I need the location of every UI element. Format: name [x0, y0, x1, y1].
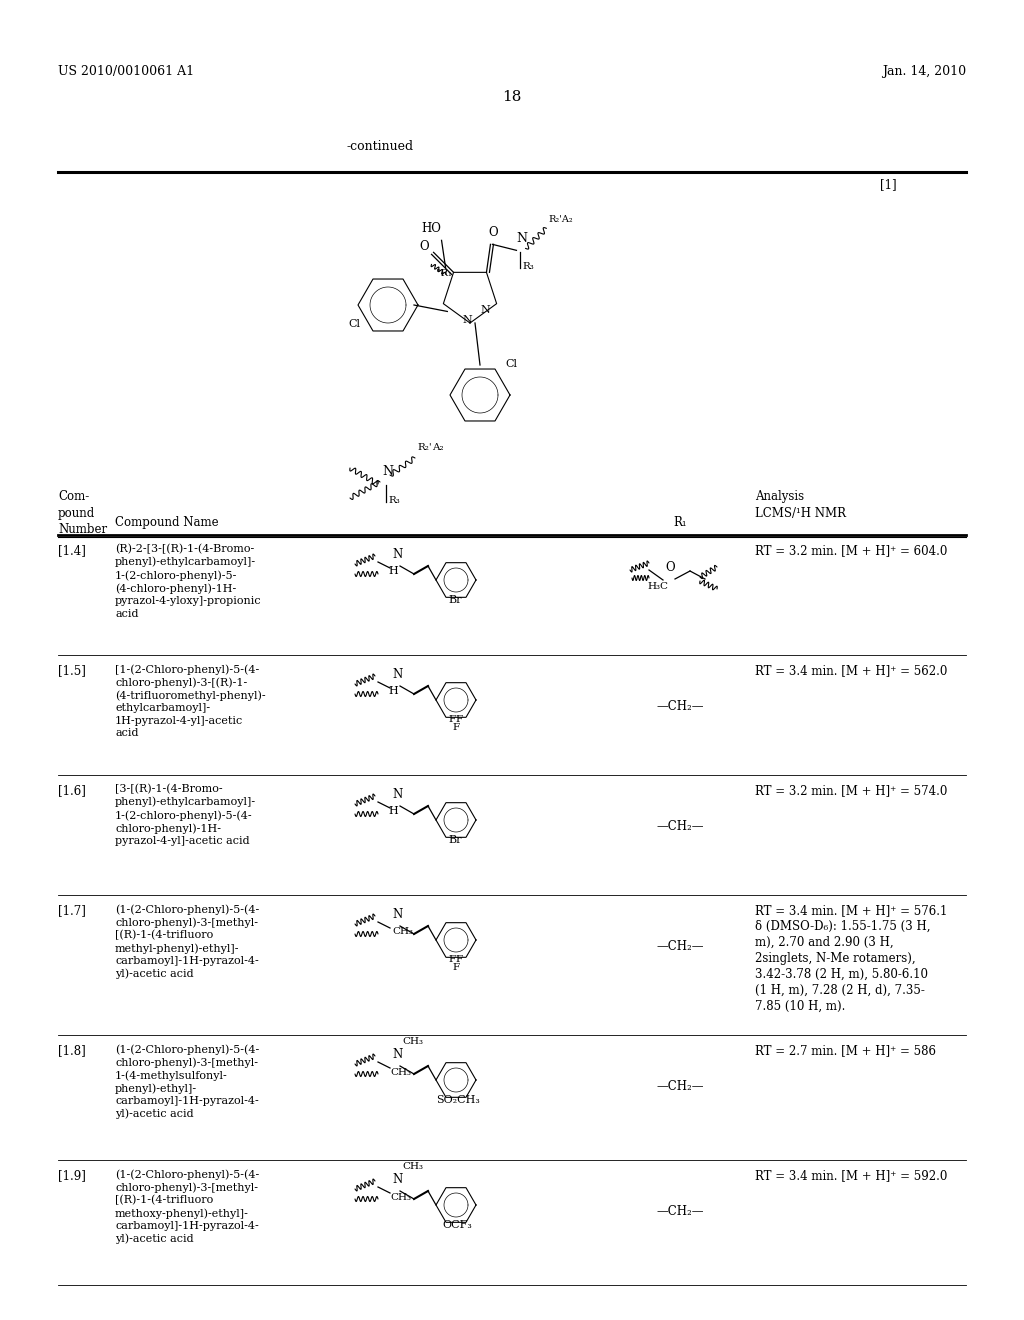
Text: R₂': R₂': [417, 444, 432, 451]
Text: [1-(2-Chloro-phenyl)-5-(4-
chloro-phenyl)-3-[(R)-1-
(4-trifluoromethyl-phenyl)-
: [1-(2-Chloro-phenyl)-5-(4- chloro-phenyl…: [115, 664, 265, 738]
Text: Cl: Cl: [505, 359, 517, 370]
Text: (1-(2-Chloro-phenyl)-5-(4-
chloro-phenyl)-3-[methyl-
[(R)-1-(4-trifluoro
methyl-: (1-(2-Chloro-phenyl)-5-(4- chloro-phenyl…: [115, 904, 259, 979]
Text: A₂: A₂: [432, 444, 443, 451]
Text: O: O: [420, 240, 429, 253]
Text: F: F: [449, 715, 455, 723]
Text: Br: Br: [449, 595, 462, 605]
Text: —CH₂—: —CH₂—: [656, 940, 703, 953]
Text: RT = 3.2 min. [M + H]⁺ = 574.0: RT = 3.2 min. [M + H]⁺ = 574.0: [755, 784, 947, 797]
Text: H: H: [388, 566, 397, 576]
Text: N: N: [382, 465, 393, 478]
Text: H: H: [388, 807, 397, 816]
Text: F: F: [455, 954, 462, 964]
Text: (1-(2-Chloro-phenyl)-5-(4-
chloro-phenyl)-3-[methyl-
1-(4-methylsulfonyl-
phenyl: (1-(2-Chloro-phenyl)-5-(4- chloro-phenyl…: [115, 1044, 259, 1119]
Text: Compound Name: Compound Name: [115, 516, 219, 529]
Text: [1.6]: [1.6]: [58, 784, 86, 797]
Text: Cl: Cl: [348, 319, 360, 329]
Text: 18: 18: [503, 90, 521, 104]
Text: [1.7]: [1.7]: [58, 904, 86, 917]
Text: SO₂CH₃: SO₂CH₃: [436, 1096, 480, 1105]
Text: N: N: [462, 315, 472, 325]
Text: O: O: [665, 561, 675, 574]
Text: CH₃: CH₃: [392, 927, 413, 936]
Text: F: F: [452, 964, 459, 972]
Text: Jan. 14, 2010: Jan. 14, 2010: [882, 65, 966, 78]
Text: US 2010/0010061 A1: US 2010/0010061 A1: [58, 65, 195, 78]
Text: N: N: [392, 908, 402, 921]
Text: R₃: R₃: [388, 496, 399, 506]
Text: [1]: [1]: [880, 178, 897, 191]
Text: O: O: [488, 226, 498, 239]
Text: RT = 3.4 min. [M + H]⁺ = 592.0: RT = 3.4 min. [M + H]⁺ = 592.0: [755, 1170, 947, 1181]
Text: —CH₂—: —CH₂—: [656, 820, 703, 833]
Text: [1.4]: [1.4]: [58, 544, 86, 557]
Text: N: N: [516, 232, 527, 246]
Text: -continued: -continued: [346, 140, 414, 153]
Text: F: F: [449, 954, 455, 964]
Text: N: N: [392, 1173, 402, 1185]
Text: H₃C: H₃C: [647, 582, 668, 591]
Text: Br: Br: [449, 836, 462, 845]
Text: N: N: [480, 305, 489, 315]
Text: CH₃: CH₃: [390, 1193, 411, 1203]
Text: R₁: R₁: [673, 516, 687, 529]
Text: R₂'A₂: R₂'A₂: [549, 215, 573, 224]
Text: (1-(2-Chloro-phenyl)-5-(4-
chloro-phenyl)-3-[methyl-
[(R)-1-(4-trifluoro
methoxy: (1-(2-Chloro-phenyl)-5-(4- chloro-phenyl…: [115, 1170, 259, 1245]
Text: R₃: R₃: [522, 263, 535, 272]
Text: RT = 3.2 min. [M + H]⁺ = 604.0: RT = 3.2 min. [M + H]⁺ = 604.0: [755, 544, 947, 557]
Text: RT = 2.7 min. [M + H]⁺ = 586: RT = 2.7 min. [M + H]⁺ = 586: [755, 1044, 936, 1057]
Text: RT = 3.4 min. [M + H]⁺ = 562.0: RT = 3.4 min. [M + H]⁺ = 562.0: [755, 664, 947, 677]
Text: F: F: [455, 715, 462, 723]
Text: —CH₂—: —CH₂—: [656, 1205, 703, 1218]
Text: N: N: [392, 668, 402, 681]
Text: CH₃: CH₃: [402, 1038, 423, 1045]
Text: N: N: [392, 1048, 402, 1061]
Text: (R)-2-[3-[(R)-1-(4-Bromo-
phenyl)-ethylcarbamoyl]-
1-(2-chloro-phenyl)-5-
(4-chl: (R)-2-[3-[(R)-1-(4-Bromo- phenyl)-ethylc…: [115, 544, 261, 619]
Text: "R₁: "R₁: [435, 269, 452, 279]
Text: [1.9]: [1.9]: [58, 1170, 86, 1181]
Text: OCF₃: OCF₃: [442, 1220, 472, 1230]
Text: [3-[(R)-1-(4-Bromo-
phenyl)-ethylcarbamoyl]-
1-(2-chloro-phenyl)-5-(4-
chloro-ph: [3-[(R)-1-(4-Bromo- phenyl)-ethylcarbamo…: [115, 784, 256, 846]
Text: RT = 3.4 min. [M + H]⁺ = 576.1
δ (DMSO-D₆): 1.55-1.75 (3 H,
m), 2.70 and 2.90 (3: RT = 3.4 min. [M + H]⁺ = 576.1 δ (DMSO-D…: [755, 904, 947, 1012]
Text: Analysis
LCMS/¹H NMR: Analysis LCMS/¹H NMR: [755, 490, 846, 520]
Text: Com-
pound
Number: Com- pound Number: [58, 490, 108, 536]
Text: N: N: [392, 788, 402, 801]
Text: [1.8]: [1.8]: [58, 1044, 86, 1057]
Text: [1.5]: [1.5]: [58, 664, 86, 677]
Text: —CH₂—: —CH₂—: [656, 1080, 703, 1093]
Text: N: N: [392, 548, 402, 561]
Text: CH₃: CH₃: [402, 1162, 423, 1171]
Text: —CH₂—: —CH₂—: [656, 700, 703, 713]
Text: HO: HO: [422, 222, 441, 235]
Text: H: H: [388, 686, 397, 696]
Text: F: F: [452, 723, 459, 733]
Text: CH₃: CH₃: [390, 1068, 411, 1077]
